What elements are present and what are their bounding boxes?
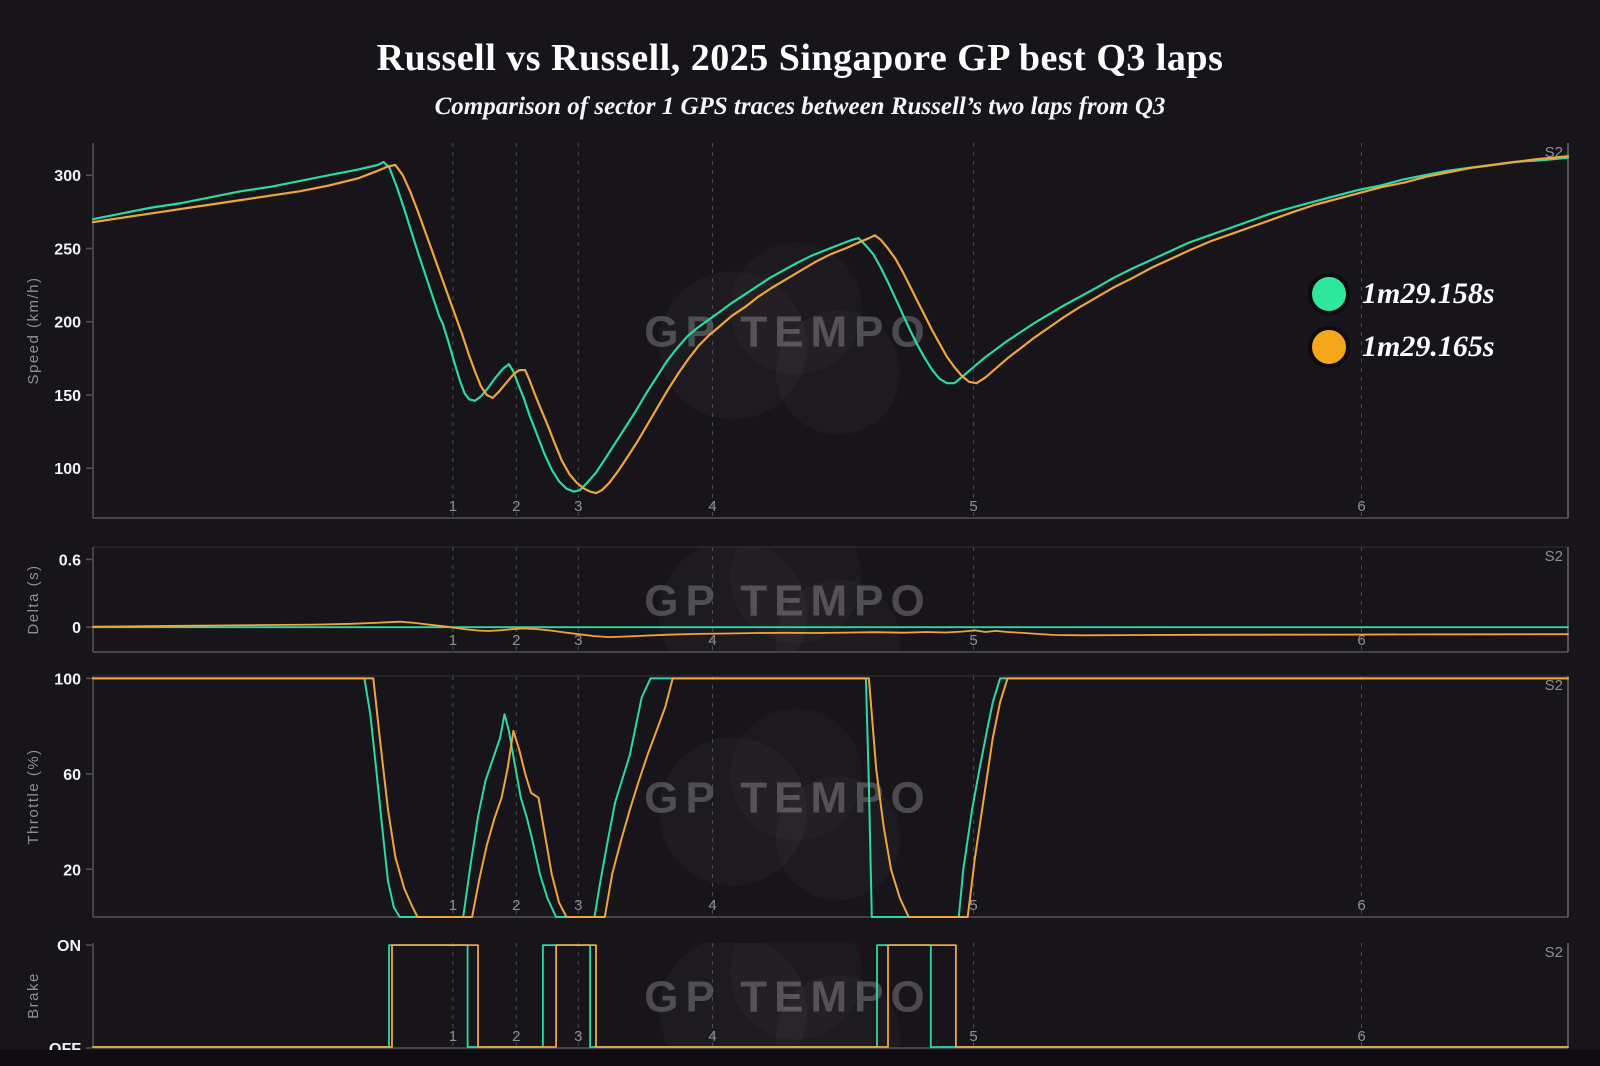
throttle-axis-title: Throttle (%) xyxy=(25,748,42,844)
speed-corner-label-3: 3 xyxy=(574,498,582,515)
delta-tick-label-0: 0 xyxy=(72,620,81,637)
lap1-time-label: 1m29.158s xyxy=(1362,277,1495,310)
throttle-sector-boundary-label: S2 xyxy=(1545,677,1563,694)
lap-legend: 1m29.158s 1m29.165s xyxy=(1308,272,1495,369)
legend-item-lap2: 1m29.165s xyxy=(1308,325,1495,369)
watermark-brake: GP TEMPO xyxy=(644,973,931,1022)
delta-corner-label-6: 6 xyxy=(1357,632,1365,649)
speed-trace-lap2 xyxy=(91,155,1570,495)
speed-tick-label-250: 250 xyxy=(54,241,81,258)
delta-axis-title: Delta (s) xyxy=(25,564,42,634)
bottom-margin xyxy=(0,1050,1600,1066)
throttle-corner-label-1: 1 xyxy=(449,897,457,914)
speed-corner-label-4: 4 xyxy=(708,498,716,515)
delta-corner-label-4: 4 xyxy=(708,632,716,649)
throttle-tick-label-60: 60 xyxy=(63,767,81,784)
lap1-color-dot xyxy=(1308,273,1350,315)
brake-tick-label-ON: ON xyxy=(57,938,81,955)
brake-chart: GP TEMPO123456S2ONOFFBrake xyxy=(25,938,1569,1058)
brake-trace-lap2 xyxy=(92,944,1569,1048)
throttle-tick-label-20: 20 xyxy=(63,862,81,879)
delta-tick-label-0.6: 0.6 xyxy=(59,552,81,569)
watermark-throttle: GP TEMPO xyxy=(644,774,931,823)
throttle-corner-label-3: 3 xyxy=(574,897,582,914)
throttle-trace-lap2 xyxy=(92,677,1569,918)
delta-sector-boundary-label: S2 xyxy=(1545,548,1563,565)
brake-axis-title: Brake xyxy=(25,972,42,1019)
speed-axis-title: Speed (km/h) xyxy=(25,276,42,384)
brake-sector-boundary-label: S2 xyxy=(1545,944,1563,961)
throttle-tick-label-100: 100 xyxy=(54,671,81,688)
throttle-corner-label-6: 6 xyxy=(1357,897,1365,914)
speed-tick-label-150: 150 xyxy=(54,388,81,405)
delta-corner-label-3: 3 xyxy=(574,632,582,649)
legend-item-lap1: 1m29.158s xyxy=(1308,272,1495,316)
delta-corner-label-2: 2 xyxy=(512,632,520,649)
brake-corner-label-5: 5 xyxy=(969,1028,977,1045)
watermark-text-speed: GP TEMPO xyxy=(644,308,931,357)
page-subtitle: Comparison of sector 1 GPS traces betwee… xyxy=(434,93,1166,120)
brake-corner-label-1: 1 xyxy=(449,1028,457,1045)
brake-corner-label-4: 4 xyxy=(708,1028,716,1045)
watermark-text-throttle: GP TEMPO xyxy=(644,774,931,823)
speed-corner-label-5: 5 xyxy=(969,498,977,515)
watermark-speed: GP TEMPO xyxy=(644,308,931,357)
speed-corner-label-2: 2 xyxy=(512,498,520,515)
watermark-delta: GP TEMPO xyxy=(644,577,931,626)
delta-chart: GP TEMPO 1 2 3 4 5 6 S2 0.6 0 Delta (s) xyxy=(25,546,1569,653)
brake-corner-label-2: 2 xyxy=(512,1028,520,1045)
watermark-text-brake: GP TEMPO xyxy=(644,973,931,1022)
lap2-color-dot xyxy=(1308,326,1350,368)
delta-corner-label-1: 1 xyxy=(449,632,457,649)
speed-tick-label-300: 300 xyxy=(54,168,81,185)
page-title: Russell vs Russell, 2025 Singapore GP be… xyxy=(376,37,1224,79)
delta-corner-label-5: 5 xyxy=(969,632,977,649)
speed-trace-lap1 xyxy=(91,156,1570,493)
brake-corner-label-3: 3 xyxy=(574,1028,582,1045)
throttle-corner-label-2: 2 xyxy=(512,897,520,914)
lap2-time-label: 1m29.165s xyxy=(1362,330,1495,363)
watermark-text-delta: GP TEMPO xyxy=(644,577,931,626)
speed-tick-label-100: 100 xyxy=(54,461,81,478)
speed-corner-label-1: 1 xyxy=(449,498,457,515)
speed-tick-label-200: 200 xyxy=(54,315,81,332)
speed-corner-label-6: 6 xyxy=(1357,498,1365,515)
brake-corner-label-6: 6 xyxy=(1357,1028,1365,1045)
throttle-corner-label-4: 4 xyxy=(708,897,716,914)
delta-trace-lap2 xyxy=(92,620,1569,638)
throttle-corner-label-5: 5 xyxy=(969,897,977,914)
throttle-chart: GP TEMPO 1 2 3 4 5 6 S2 100 60 20 Throttle (%) xyxy=(25,671,1569,918)
